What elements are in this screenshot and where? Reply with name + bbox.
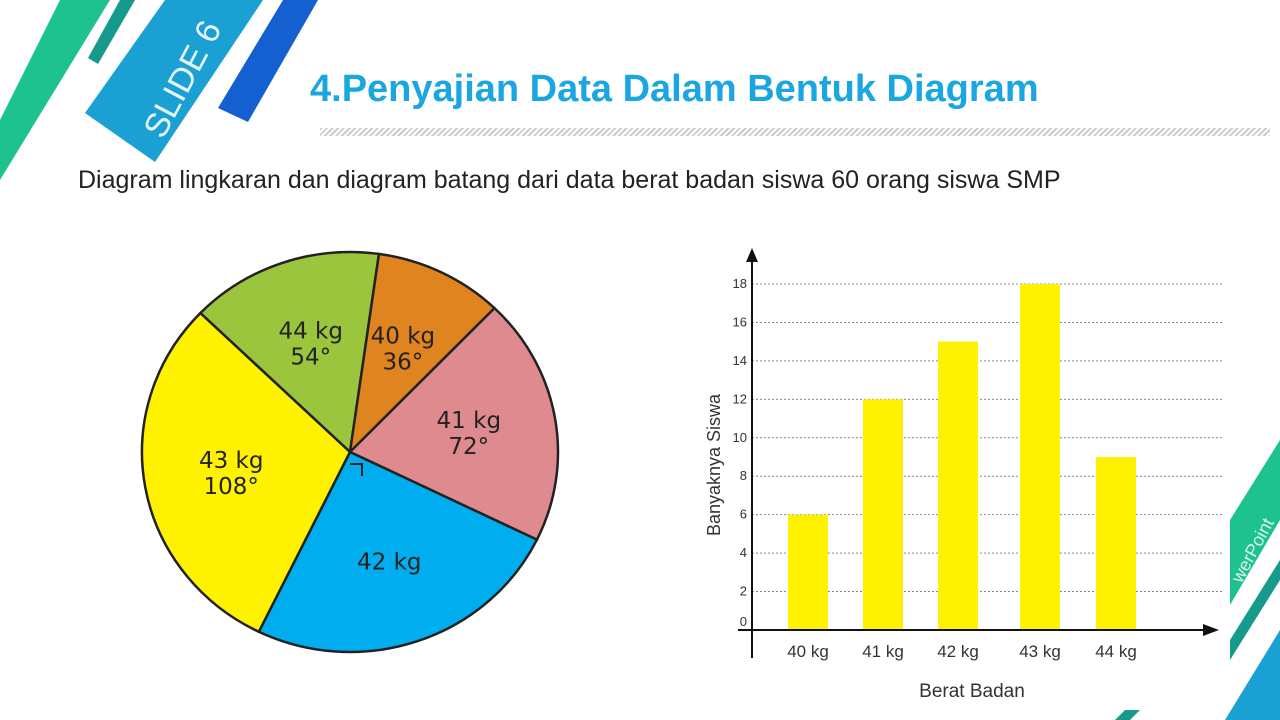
- y-tick-label: 0: [740, 614, 747, 629]
- bar: [938, 341, 978, 630]
- y-axis-arrow: [746, 248, 758, 262]
- x-tick-label: 41 kg: [862, 642, 904, 661]
- bar: [788, 514, 828, 630]
- pie-angle-label: 36°: [382, 350, 423, 376]
- y-tick-label: 10: [733, 430, 747, 445]
- deco-stripe-teal: [88, 0, 135, 64]
- x-axis-arrow: [1203, 624, 1219, 636]
- x-tick-label: 44 kg: [1095, 642, 1137, 661]
- bar: [1096, 457, 1136, 630]
- deco-corner-blue: [1225, 630, 1280, 720]
- y-tick-label: 8: [740, 468, 747, 483]
- deco-corner-teal2: [1115, 710, 1140, 720]
- y-tick-label: 18: [733, 276, 747, 291]
- slide-subtitle: Diagram lingkaran dan diagram batang dar…: [78, 166, 1061, 194]
- pie-slice: [348, 252, 497, 456]
- pie-label: 41 kg: [437, 408, 502, 434]
- pie-label: 44 kg: [278, 318, 343, 344]
- y-tick-label: 16: [733, 314, 747, 329]
- pie-label: 40 kg: [371, 324, 436, 350]
- bar: [1020, 284, 1060, 630]
- y-tick-label: 2: [740, 584, 747, 599]
- page-title: 4.Penyajian Data Dalam Bentuk Diagram: [310, 68, 1039, 110]
- bar-chart: 0 2 4 6 8 10 12 14 16 18 40 kg 41 kg 42 kg 43 kg 44 kg…: [704, 248, 1222, 702]
- x-tick-label: 40 kg: [787, 642, 829, 661]
- deco-slide-banner: [85, 0, 263, 162]
- deco-corner-green: [1230, 440, 1280, 605]
- y-tick-label: 4: [740, 545, 747, 560]
- pie-angle-label: 72°: [448, 434, 489, 460]
- y-tick-label: 12: [733, 391, 747, 406]
- y-axis-label: Banyaknya Siswa: [704, 393, 724, 536]
- title-divider: [320, 128, 1270, 136]
- x-axis-label: Berat Badan: [919, 681, 1025, 702]
- deco-stripe-darkblue: [218, 0, 318, 122]
- bar: [863, 399, 903, 630]
- deco-stripe-green: [0, 0, 110, 180]
- x-tick-label: 42 kg: [937, 642, 979, 661]
- pie-slice: [257, 450, 539, 654]
- deco-corner-teal: [1230, 560, 1280, 660]
- pie-label: 42 kg: [357, 550, 422, 576]
- pie-slice: [140, 311, 352, 634]
- pie-label: 43 kg: [199, 448, 264, 474]
- pie-angle-label: 108°: [203, 474, 258, 500]
- pie-slice: [347, 306, 560, 542]
- x-tick-label: 43 kg: [1019, 642, 1061, 661]
- y-tick-label: 14: [733, 353, 747, 368]
- y-tick-label: 6: [740, 507, 747, 522]
- pie-slice: [198, 250, 381, 455]
- right-angle-mark: [350, 463, 363, 476]
- pie-angle-label: 54°: [290, 344, 331, 370]
